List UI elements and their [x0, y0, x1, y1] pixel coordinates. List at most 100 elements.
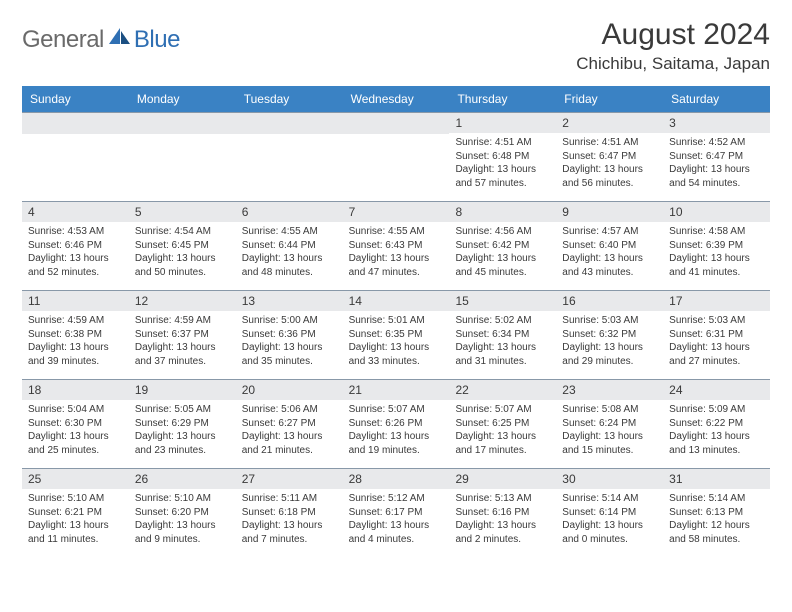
day-number: 1 — [449, 113, 556, 133]
sunrise-label: Sunrise: 4:55 AM — [242, 225, 337, 239]
sunset-label: Sunset: 6:35 PM — [349, 328, 444, 342]
day-number-empty — [343, 113, 450, 134]
day-cell: 14Sunrise: 5:01 AMSunset: 6:35 PMDayligh… — [343, 291, 450, 379]
sunset-label: Sunset: 6:17 PM — [349, 506, 444, 520]
weekday-header: Saturday — [663, 86, 770, 112]
day-details: Sunrise: 5:14 AMSunset: 6:13 PMDaylight:… — [663, 489, 770, 552]
sunrise-label: Sunrise: 4:59 AM — [135, 314, 230, 328]
day-number: 7 — [343, 202, 450, 222]
weekday-header: Monday — [129, 86, 236, 112]
sunset-label: Sunset: 6:48 PM — [455, 150, 550, 164]
weekday-header: Sunday — [22, 86, 129, 112]
day-number: 3 — [663, 113, 770, 133]
weekday-header: Tuesday — [236, 86, 343, 112]
daylight-label: Daylight: 13 hours and 37 minutes. — [135, 341, 230, 368]
sunset-label: Sunset: 6:22 PM — [669, 417, 764, 431]
sunset-label: Sunset: 6:31 PM — [669, 328, 764, 342]
day-cell: 2Sunrise: 4:51 AMSunset: 6:47 PMDaylight… — [556, 113, 663, 201]
daylight-label: Daylight: 13 hours and 2 minutes. — [455, 519, 550, 546]
day-cell: 6Sunrise: 4:55 AMSunset: 6:44 PMDaylight… — [236, 202, 343, 290]
day-number: 18 — [22, 380, 129, 400]
day-cell: 24Sunrise: 5:09 AMSunset: 6:22 PMDayligh… — [663, 380, 770, 468]
day-details: Sunrise: 5:07 AMSunset: 6:25 PMDaylight:… — [449, 400, 556, 463]
day-cell: 3Sunrise: 4:52 AMSunset: 6:47 PMDaylight… — [663, 113, 770, 201]
daylight-label: Daylight: 13 hours and 33 minutes. — [349, 341, 444, 368]
day-details: Sunrise: 5:05 AMSunset: 6:29 PMDaylight:… — [129, 400, 236, 463]
day-cell: 22Sunrise: 5:07 AMSunset: 6:25 PMDayligh… — [449, 380, 556, 468]
day-number: 21 — [343, 380, 450, 400]
weekday-header-row: SundayMondayTuesdayWednesdayThursdayFrid… — [22, 86, 770, 112]
sunset-label: Sunset: 6:36 PM — [242, 328, 337, 342]
daylight-label: Daylight: 13 hours and 31 minutes. — [455, 341, 550, 368]
day-cell: 15Sunrise: 5:02 AMSunset: 6:34 PMDayligh… — [449, 291, 556, 379]
sunset-label: Sunset: 6:44 PM — [242, 239, 337, 253]
sunset-label: Sunset: 6:46 PM — [28, 239, 123, 253]
day-cell: 25Sunrise: 5:10 AMSunset: 6:21 PMDayligh… — [22, 469, 129, 557]
daylight-label: Daylight: 12 hours and 58 minutes. — [669, 519, 764, 546]
logo-sail-icon — [109, 28, 131, 51]
day-cell: 7Sunrise: 4:55 AMSunset: 6:43 PMDaylight… — [343, 202, 450, 290]
sunrise-label: Sunrise: 5:08 AM — [562, 403, 657, 417]
sunset-label: Sunset: 6:13 PM — [669, 506, 764, 520]
sunset-label: Sunset: 6:25 PM — [455, 417, 550, 431]
weekday-header: Thursday — [449, 86, 556, 112]
sunrise-label: Sunrise: 4:52 AM — [669, 136, 764, 150]
day-details: Sunrise: 4:57 AMSunset: 6:40 PMDaylight:… — [556, 222, 663, 285]
day-cell — [343, 113, 450, 201]
daylight-label: Daylight: 13 hours and 56 minutes. — [562, 163, 657, 190]
day-details: Sunrise: 5:04 AMSunset: 6:30 PMDaylight:… — [22, 400, 129, 463]
day-cell: 9Sunrise: 4:57 AMSunset: 6:40 PMDaylight… — [556, 202, 663, 290]
day-details: Sunrise: 5:03 AMSunset: 6:32 PMDaylight:… — [556, 311, 663, 374]
day-details: Sunrise: 5:11 AMSunset: 6:18 PMDaylight:… — [236, 489, 343, 552]
daylight-label: Daylight: 13 hours and 0 minutes. — [562, 519, 657, 546]
sunset-label: Sunset: 6:18 PM — [242, 506, 337, 520]
sunset-label: Sunset: 6:24 PM — [562, 417, 657, 431]
day-number: 8 — [449, 202, 556, 222]
sunrise-label: Sunrise: 4:51 AM — [562, 136, 657, 150]
day-cell: 30Sunrise: 5:14 AMSunset: 6:14 PMDayligh… — [556, 469, 663, 557]
sunrise-label: Sunrise: 4:56 AM — [455, 225, 550, 239]
day-cell: 8Sunrise: 4:56 AMSunset: 6:42 PMDaylight… — [449, 202, 556, 290]
day-number: 17 — [663, 291, 770, 311]
day-cell: 19Sunrise: 5:05 AMSunset: 6:29 PMDayligh… — [129, 380, 236, 468]
sunrise-label: Sunrise: 5:14 AM — [669, 492, 764, 506]
day-cell: 17Sunrise: 5:03 AMSunset: 6:31 PMDayligh… — [663, 291, 770, 379]
daylight-label: Daylight: 13 hours and 27 minutes. — [669, 341, 764, 368]
day-details: Sunrise: 5:01 AMSunset: 6:35 PMDaylight:… — [343, 311, 450, 374]
sunrise-label: Sunrise: 5:11 AM — [242, 492, 337, 506]
day-details: Sunrise: 4:58 AMSunset: 6:39 PMDaylight:… — [663, 222, 770, 285]
sunset-label: Sunset: 6:32 PM — [562, 328, 657, 342]
day-number: 16 — [556, 291, 663, 311]
day-details: Sunrise: 5:10 AMSunset: 6:21 PMDaylight:… — [22, 489, 129, 552]
day-cell: 31Sunrise: 5:14 AMSunset: 6:13 PMDayligh… — [663, 469, 770, 557]
day-cell: 12Sunrise: 4:59 AMSunset: 6:37 PMDayligh… — [129, 291, 236, 379]
day-cell — [129, 113, 236, 201]
day-number: 15 — [449, 291, 556, 311]
day-cell: 4Sunrise: 4:53 AMSunset: 6:46 PMDaylight… — [22, 202, 129, 290]
day-number: 12 — [129, 291, 236, 311]
day-cell: 5Sunrise: 4:54 AMSunset: 6:45 PMDaylight… — [129, 202, 236, 290]
day-details: Sunrise: 5:07 AMSunset: 6:26 PMDaylight:… — [343, 400, 450, 463]
logo-text-blue: Blue — [134, 26, 180, 54]
sunrise-label: Sunrise: 4:53 AM — [28, 225, 123, 239]
daylight-label: Daylight: 13 hours and 43 minutes. — [562, 252, 657, 279]
day-number: 9 — [556, 202, 663, 222]
daylight-label: Daylight: 13 hours and 29 minutes. — [562, 341, 657, 368]
sunrise-label: Sunrise: 5:04 AM — [28, 403, 123, 417]
day-details: Sunrise: 5:03 AMSunset: 6:31 PMDaylight:… — [663, 311, 770, 374]
daylight-label: Daylight: 13 hours and 57 minutes. — [455, 163, 550, 190]
sunrise-label: Sunrise: 5:10 AM — [135, 492, 230, 506]
day-cell: 16Sunrise: 5:03 AMSunset: 6:32 PMDayligh… — [556, 291, 663, 379]
daylight-label: Daylight: 13 hours and 11 minutes. — [28, 519, 123, 546]
sunrise-label: Sunrise: 4:57 AM — [562, 225, 657, 239]
day-details: Sunrise: 5:00 AMSunset: 6:36 PMDaylight:… — [236, 311, 343, 374]
sunset-label: Sunset: 6:21 PM — [28, 506, 123, 520]
sunrise-label: Sunrise: 5:02 AM — [455, 314, 550, 328]
daylight-label: Daylight: 13 hours and 9 minutes. — [135, 519, 230, 546]
day-details: Sunrise: 5:10 AMSunset: 6:20 PMDaylight:… — [129, 489, 236, 552]
week-row: 18Sunrise: 5:04 AMSunset: 6:30 PMDayligh… — [22, 379, 770, 468]
sunset-label: Sunset: 6:39 PM — [669, 239, 764, 253]
day-number-empty — [236, 113, 343, 134]
day-details: Sunrise: 5:12 AMSunset: 6:17 PMDaylight:… — [343, 489, 450, 552]
day-number: 29 — [449, 469, 556, 489]
